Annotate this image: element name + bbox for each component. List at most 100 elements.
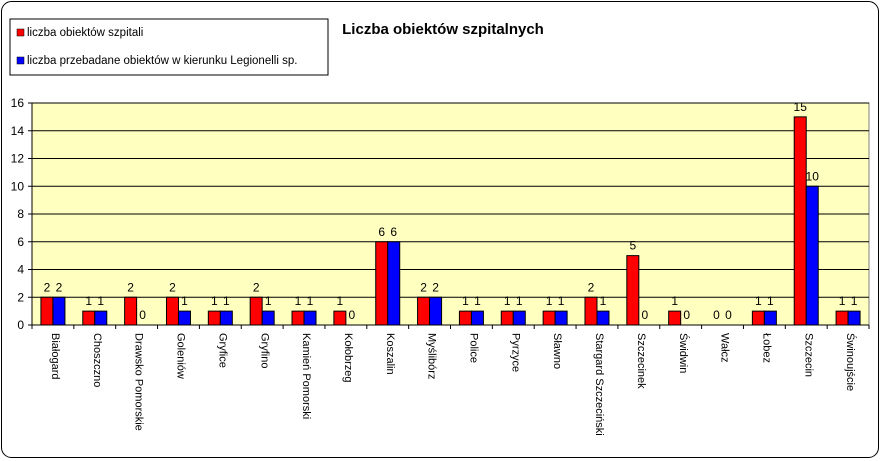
bar-hospitals (333, 310, 347, 326)
bar-tested (261, 310, 275, 326)
data-label: 15 (794, 100, 808, 114)
y-tick-label: 8 (17, 207, 24, 221)
bar-tested (847, 310, 861, 326)
data-label: 0 (683, 308, 690, 322)
category-label: Gryfice (216, 333, 228, 368)
data-label: 2 (56, 280, 63, 294)
data-label: 1 (504, 294, 511, 308)
category-label: Goleniów (175, 333, 187, 379)
data-label: 10 (806, 169, 820, 183)
data-label: 1 (307, 294, 314, 308)
bar-hospitals (249, 296, 263, 326)
data-label: 2 (253, 280, 260, 294)
bar-tested (52, 296, 66, 326)
data-label: 1 (265, 294, 272, 308)
bar-hospitals (793, 116, 807, 326)
bar-hospitals (417, 296, 431, 326)
data-label: 1 (223, 294, 230, 308)
bar-hospitals (40, 296, 54, 326)
y-tick-label: 6 (17, 235, 24, 249)
category-label: Drawsko Pomorskie (133, 333, 145, 431)
data-label: 1 (839, 294, 846, 308)
legend: liczba obiektów szpitali liczba przebadan… (9, 18, 329, 76)
data-label: 2 (420, 280, 427, 294)
bar-hospitals (584, 296, 598, 326)
data-label: 2 (127, 280, 134, 294)
bar-hospitals (291, 310, 305, 326)
bar-tested (512, 310, 526, 326)
data-label: 1 (516, 294, 523, 308)
chart-title: Liczba obiektów szpitalnych (342, 21, 544, 38)
bar-tested (303, 310, 317, 326)
data-label: 0 (641, 308, 648, 322)
bar-tested (763, 310, 777, 326)
category-label: Koszalin (384, 333, 396, 375)
bar-hospitals (626, 255, 640, 326)
bar-hospitals (82, 310, 96, 326)
data-label: 1 (558, 294, 565, 308)
data-label: 1 (181, 294, 188, 308)
data-label: 6 (378, 225, 385, 239)
data-label: 1 (337, 294, 344, 308)
bar-hospitals (207, 310, 221, 326)
category-label: Gryfino (258, 333, 270, 368)
y-tick-label: 12 (11, 152, 25, 166)
bar-hospitals (165, 296, 179, 326)
category-label: Myślibórz (426, 333, 438, 379)
data-label: 1 (295, 294, 302, 308)
legend-swatch (16, 28, 25, 37)
category-label: Kamień Pomorski (300, 333, 312, 419)
bar-hospitals (375, 241, 389, 326)
data-label: 6 (390, 225, 397, 239)
bar-tested (596, 310, 610, 326)
bar-tested (554, 310, 568, 326)
bar-hospitals (124, 296, 138, 326)
data-label: 1 (546, 294, 553, 308)
bar-hospitals (500, 310, 514, 326)
data-label: 1 (85, 294, 92, 308)
data-label: 1 (671, 294, 678, 308)
category-label: Szczecinek (635, 333, 647, 389)
category-label: Świnoujście (844, 333, 857, 391)
bar-hospitals (542, 310, 556, 326)
y-tick-label: 16 (11, 96, 25, 110)
data-label: 1 (755, 294, 762, 308)
bar-tested (429, 296, 443, 326)
data-label: 0 (725, 308, 732, 322)
y-tick-label: 14 (11, 124, 25, 138)
data-label: 2 (588, 280, 595, 294)
category-label: Świdwin (677, 333, 690, 373)
data-label: 0 (349, 308, 356, 322)
data-label: 1 (600, 294, 607, 308)
category-label: Białogard (49, 333, 61, 379)
bar-hospitals (751, 310, 765, 326)
data-label: 1 (97, 294, 104, 308)
category-label: Police (468, 333, 480, 363)
data-label: 2 (169, 280, 176, 294)
bar-tested (805, 185, 819, 326)
data-label: 1 (851, 294, 858, 308)
y-tick-label: 4 (17, 263, 24, 277)
data-label: 2 (44, 280, 51, 294)
category-label: Sławno (551, 333, 563, 369)
category-label: Wałcz (719, 333, 731, 363)
category-label: Szczecin (802, 333, 814, 377)
data-label: 1 (462, 294, 469, 308)
bar-tested (470, 310, 484, 326)
y-tick-label: 0 (17, 318, 24, 332)
category-label: Choszczno (91, 333, 103, 387)
y-tick-label: 2 (17, 290, 24, 304)
category-label: Stargard Szczeciński (593, 333, 605, 436)
data-label: 0 (139, 308, 146, 322)
data-label: 2 (432, 280, 439, 294)
category-label: Łobez (760, 333, 772, 363)
legend-label: liczba obiektów szpitali (27, 27, 143, 39)
bar-hospitals (835, 310, 849, 326)
category-label: Pyrzyce (509, 333, 521, 372)
bar-hospitals (668, 310, 682, 326)
data-label: 1 (474, 294, 481, 308)
bar-tested (387, 241, 401, 326)
